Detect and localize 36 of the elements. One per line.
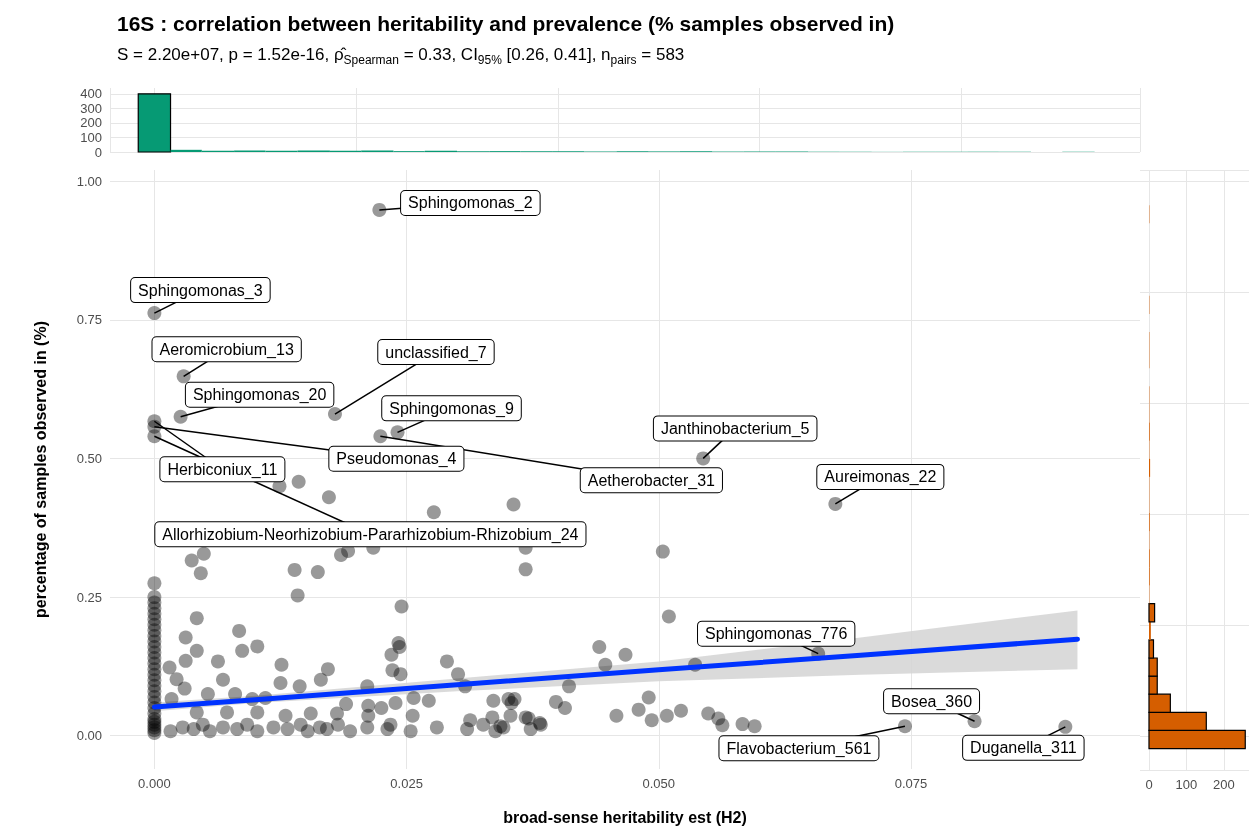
annotation: Aetherobacter_31 xyxy=(587,471,716,490)
x-tick-label: 0.025 xyxy=(390,776,423,791)
annotation: Flavobacterium_561 xyxy=(726,739,872,758)
annotation: Allorhizobium-Neorhizobium-Pararhizobium-Rhizobium_24 xyxy=(162,525,579,544)
x-axis-title: broad-sense heritability est (H2) xyxy=(503,808,747,826)
annotation: Pseudomonas_4 xyxy=(336,450,457,469)
x-tick-label: 0.050 xyxy=(642,776,676,791)
y-tick-label: 0.50 xyxy=(76,450,102,466)
annotation: Duganella_311 xyxy=(970,739,1077,758)
x-tick-label: 0 xyxy=(1145,777,1153,792)
x-tick-label: 200 xyxy=(1213,777,1235,792)
x-tick-label: 100 xyxy=(1175,777,1198,792)
y-tick-label: 200 xyxy=(80,115,102,131)
x-tick-label: 0.075 xyxy=(894,776,928,791)
y-tick-label: 0 xyxy=(94,144,102,160)
annotation: Aureimonas_22 xyxy=(824,468,937,487)
y-tick-label: 300 xyxy=(80,100,102,116)
y-tick-label: 0.25 xyxy=(76,589,102,605)
annotation: Sphingomonas_2 xyxy=(408,194,533,213)
annotation: Sphingomonas_20 xyxy=(192,386,327,405)
annotation: Herbiconiux_11 xyxy=(167,460,278,479)
y-tick-label: 0.75 xyxy=(76,312,102,328)
annotation: Aeromicrobium_13 xyxy=(159,340,294,359)
annotation: Sphingomonas_776 xyxy=(705,625,848,644)
annotation: Janthinobacterium_5 xyxy=(660,419,810,438)
x-tick-label: 0.000 xyxy=(138,776,171,791)
y-tick-label: 400 xyxy=(80,86,102,102)
annotation: Sphingomonas_9 xyxy=(389,399,514,418)
chart-title: 16S : correlation between heritability and prevalence (% samples observed in) xyxy=(117,12,895,35)
y-tick-label: 1.00 xyxy=(76,173,102,189)
annotation: unclassified_7 xyxy=(385,343,487,362)
y-tick-label: 100 xyxy=(80,129,102,145)
annotation: Bosea_360 xyxy=(891,692,973,711)
y-tick-label: 0.00 xyxy=(76,728,102,744)
y-axis-title: percentage of samples observed in (%) xyxy=(31,321,49,618)
annotation: Sphingomonas_3 xyxy=(138,281,263,300)
